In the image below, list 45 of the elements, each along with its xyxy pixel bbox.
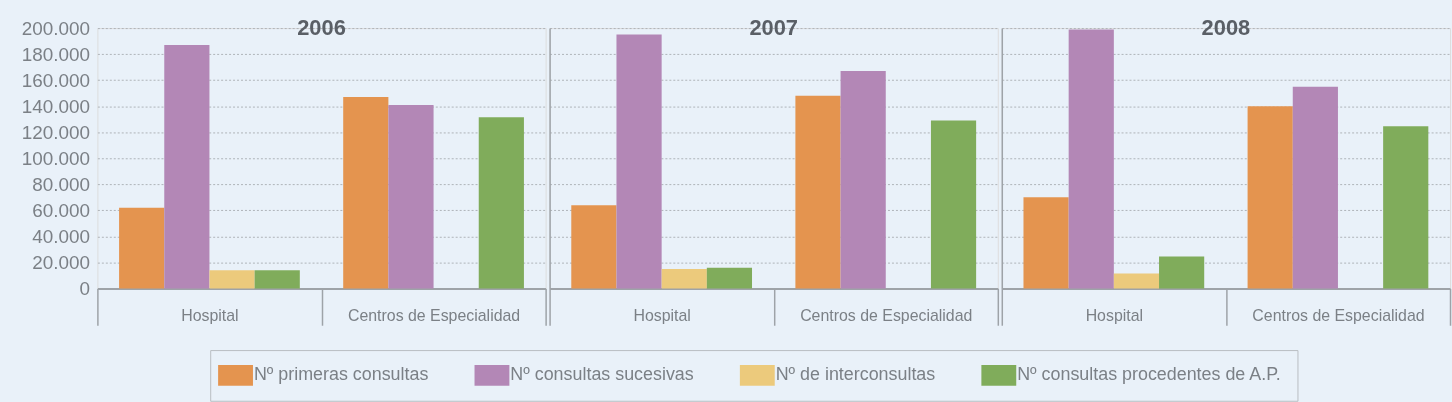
bar (795, 95, 841, 289)
chart-title: 2008 (1201, 15, 1251, 41)
bar (571, 205, 617, 289)
y-tick-label: 180.000 (21, 43, 90, 65)
y-tick-label: 40.000 (32, 225, 90, 247)
bar (1292, 86, 1338, 289)
bar (209, 270, 255, 289)
y-tick-label: 160.000 (21, 69, 90, 91)
bar (1247, 106, 1293, 289)
x-tick-label: Centros de Especialidad (347, 306, 521, 324)
x-tick-label: Hospital (181, 306, 239, 324)
chart-title: 2007 (749, 15, 799, 41)
bar (706, 267, 753, 289)
bar (1113, 273, 1160, 289)
y-tick-label: 140.000 (21, 95, 90, 117)
bar (478, 117, 524, 289)
legend-label: Nº primeras consultas (253, 364, 429, 385)
legend-label: Nº de interconsultas (775, 364, 936, 385)
y-tick-label: 200.000 (21, 17, 90, 39)
bar (616, 34, 662, 289)
bar (343, 97, 389, 289)
legend-label: Nº consultas procedentes de A.P. (1017, 364, 1281, 385)
y-tick-label: 80.000 (32, 173, 90, 195)
x-tick-label: Hospital (1085, 306, 1144, 324)
bar (164, 45, 210, 289)
bar (930, 120, 977, 289)
y-tick-label: 100.000 (21, 147, 90, 169)
y-tick-label: 60.000 (32, 199, 90, 221)
x-tick-label: Centros de Especialidad (1252, 306, 1425, 324)
bar (1068, 29, 1114, 289)
y-tick-label: 120.000 (21, 121, 90, 143)
y-tick-label: 0 (79, 277, 90, 299)
bar (1383, 126, 1429, 289)
bar (254, 270, 300, 289)
bar (661, 268, 707, 289)
legend-label: Nº consultas sucesivas (510, 364, 694, 385)
x-tick-label: Centros de Especialidad (800, 306, 973, 324)
bar (840, 71, 886, 289)
bar (388, 104, 434, 289)
y-tick-label: 20.000 (32, 251, 90, 273)
bar (119, 207, 165, 289)
x-tick-label: Hospital (633, 306, 691, 324)
bar (1159, 256, 1205, 289)
chart-title: 2006 (297, 15, 346, 41)
bar (1023, 197, 1069, 289)
